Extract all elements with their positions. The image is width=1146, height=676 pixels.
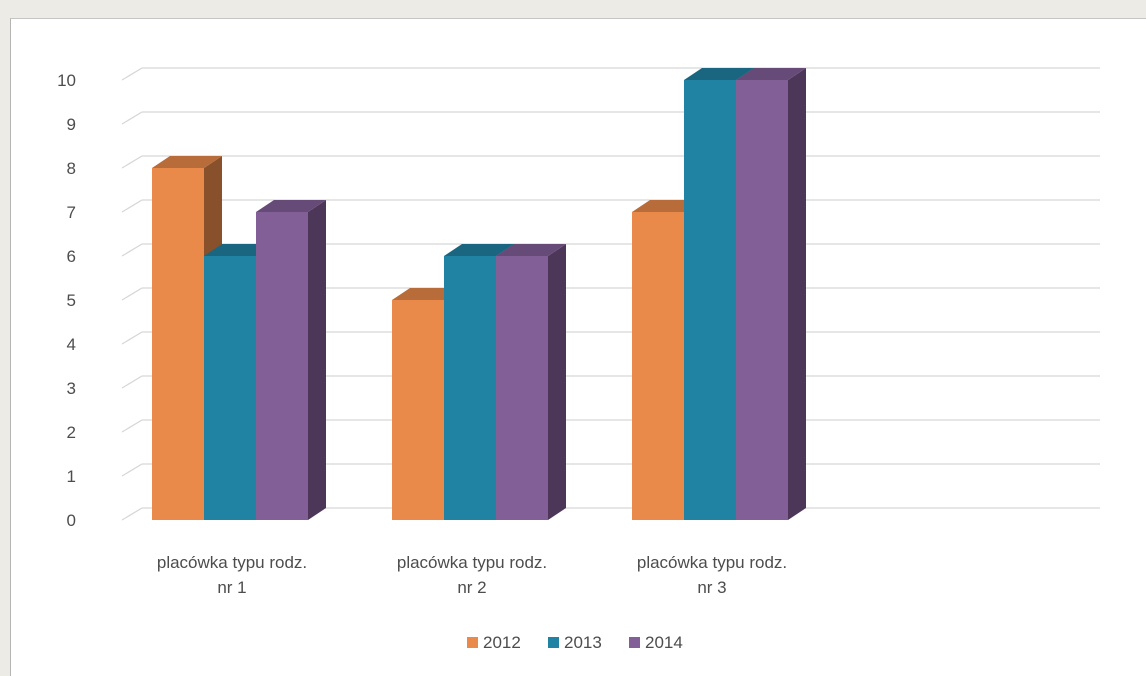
y-tick-label: 4 (67, 335, 76, 354)
gridline-side (121, 111, 143, 125)
gridline-side (121, 287, 143, 301)
legend-label: 2014 (645, 633, 683, 652)
gridline-side (121, 331, 143, 345)
legend-swatch (548, 637, 559, 648)
y-tick-label: 8 (67, 159, 76, 178)
y-tick-label: 5 (67, 291, 76, 310)
y-tick-label: 2 (67, 423, 76, 442)
y-tick-label: 9 (67, 115, 76, 134)
y-tick-label: 3 (67, 379, 76, 398)
bar-front (496, 256, 548, 520)
bar-top (684, 68, 754, 80)
legend-swatch (467, 637, 478, 648)
x-axis-labels: placówka typu rodz. nr 1 placówka typu rod… (157, 553, 787, 597)
gridline-side (121, 199, 143, 213)
bar-side (788, 68, 806, 520)
bar-top (496, 244, 566, 256)
bar-top (152, 156, 222, 168)
gridline-side (121, 375, 143, 389)
bar-front (684, 80, 736, 520)
x-tick-label: placówka typu rodz. (397, 553, 547, 572)
y-tick-label: 1 (67, 467, 76, 486)
y-axis: 0 1 2 3 4 5 6 7 8 9 10 (57, 71, 76, 530)
gridline-side (121, 243, 143, 257)
y-tick-label: 10 (57, 71, 76, 90)
legend-swatch (629, 637, 640, 648)
bar (496, 244, 566, 520)
legend-label: 2012 (483, 633, 521, 652)
x-tick-label: placówka typu rodz. (157, 553, 307, 572)
legend: 2012 2013 2014 (467, 633, 683, 652)
bar-front (632, 212, 684, 520)
bar-front (152, 168, 204, 520)
bar-top (444, 244, 514, 256)
x-tick-label: nr 3 (697, 578, 726, 597)
gridline-side (121, 155, 143, 169)
gridline-side (121, 419, 143, 433)
bar-front (444, 256, 496, 520)
x-tick-label: placówka typu rodz. (637, 553, 787, 572)
y-tick-label: 7 (67, 203, 76, 222)
bar-top (736, 68, 806, 80)
bars (152, 68, 806, 520)
bar-side (548, 244, 566, 520)
legend-label: 2013 (564, 633, 602, 652)
bar-front (256, 212, 308, 520)
bar-front (204, 256, 256, 520)
gridline-side (121, 463, 143, 477)
bar-side (308, 200, 326, 520)
bar-front (736, 80, 788, 520)
gridline-side (121, 507, 143, 521)
x-tick-label: nr 1 (217, 578, 246, 597)
x-tick-label: nr 2 (457, 578, 486, 597)
gridline-side (121, 67, 143, 81)
bar (736, 68, 806, 520)
y-tick-label: 6 (67, 247, 76, 266)
y-tick-label: 0 (67, 511, 76, 530)
bar (256, 200, 326, 520)
bar-front (392, 300, 444, 520)
bar-top (256, 200, 326, 212)
